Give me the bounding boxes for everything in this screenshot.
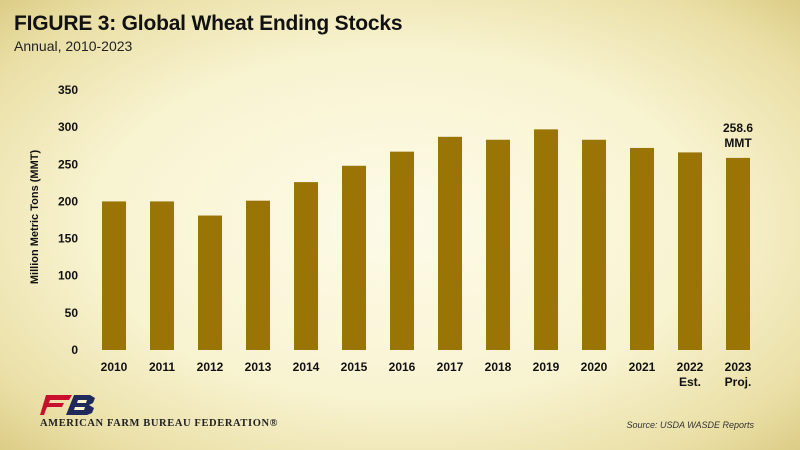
bar [342,165,366,350]
x-tick-label: 2018 [485,360,512,374]
bar [726,157,750,350]
y-tick-label: 50 [65,306,79,320]
bar [390,151,414,350]
x-tick-label: 2015 [341,360,368,374]
y-tick-label: 350 [58,83,78,97]
chart-title: FIGURE 3: Global Wheat Ending Stocks [14,12,403,35]
y-tick-label: 250 [58,157,78,171]
y-axis-title: Million Metric Tons (MMT) [29,150,41,285]
y-tick-label: 0 [71,343,78,357]
y-tick-label: 200 [58,194,78,208]
x-tick-label: 2017 [437,360,464,374]
y-axis-ticks: 0 50 100 150 200 250 300 350 [58,83,78,357]
y-tick-label: 300 [58,120,78,134]
source-note: Source: USDA WASDE Reports [626,420,754,430]
x-axis-ticks: 2010 2011 2012 2013 2014 2015 2016 2017 2018 2019… [101,360,752,389]
annotations: 258.6 MMT [723,121,753,150]
x-tick-label: 2010 [101,360,128,374]
bar [534,129,558,350]
bar [198,215,222,350]
x-tick-label: 2023 Proj. [725,360,752,389]
y-axis-title-group: Million Metric Tons (MMT) [29,150,41,285]
bar [438,136,462,350]
chart-subtitle: Annual, 2010-2023 [14,38,133,54]
bars [102,129,750,350]
y-tick-label: 150 [58,232,78,246]
bar [582,139,606,350]
x-tick-label: 2013 [245,360,272,374]
x-tick-label: 2022 Est. [677,360,704,389]
x-tick-label: 2016 [389,360,416,374]
bar [102,201,126,350]
farm-bureau-logo-icon [40,395,95,415]
x-tick-label: 2011 [149,360,175,374]
x-tick-label: 2019 [533,360,560,374]
bar [294,182,318,350]
bar [486,139,510,350]
x-tick-label: 2021 [629,360,656,374]
x-tick-label: 2014 [293,360,320,374]
bar [678,152,702,350]
bar [246,200,270,350]
organization-name: AMERICAN FARM BUREAU FEDERATION® [40,418,279,429]
x-tick-label: 2020 [581,360,608,374]
bar [150,201,174,350]
bar [630,147,654,350]
x-tick-label: 2012 [197,360,224,374]
data-label: 258.6 MMT [723,121,753,150]
y-tick-label: 100 [58,269,78,283]
